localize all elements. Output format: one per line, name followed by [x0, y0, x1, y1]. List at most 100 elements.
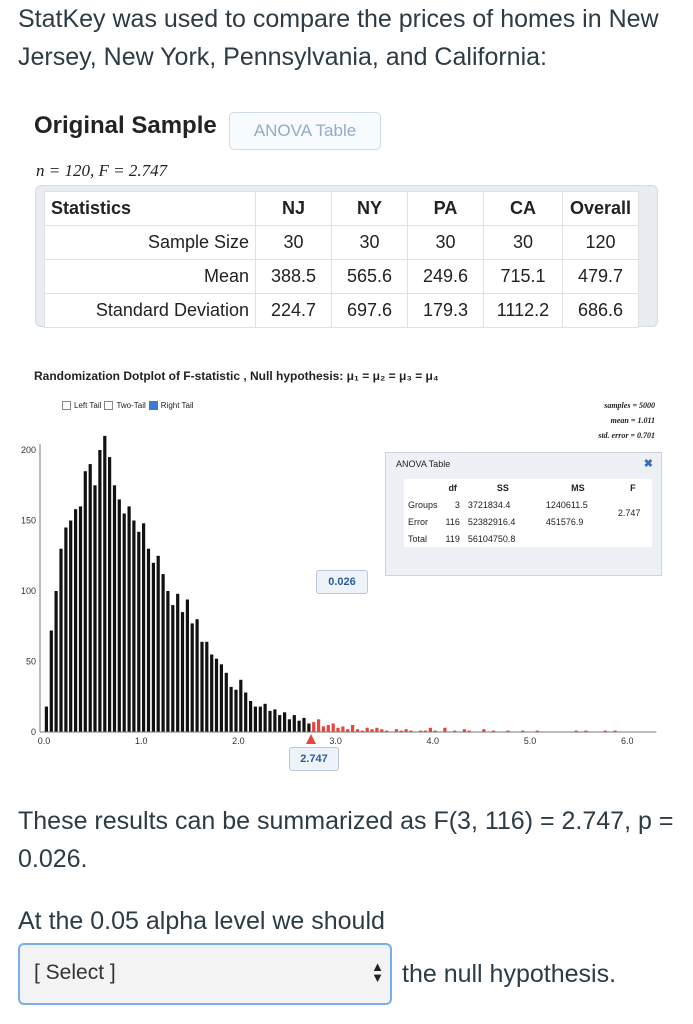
anova-row-error: Error 116 52382916.4 451576.9	[404, 513, 652, 530]
answer-select[interactable]: [ Select ] ▲ ▼	[18, 943, 392, 1005]
dotplot-bar	[341, 726, 345, 732]
x-tick-label: 4.0	[427, 736, 440, 746]
cell: 697.6	[331, 293, 408, 328]
dotplot-bar	[88, 464, 92, 732]
dotplot-bar	[166, 591, 170, 732]
dotplot-bar	[423, 730, 428, 732]
dotplot-title: Randomization Dotplot of F-statistic , N…	[34, 369, 439, 383]
dotplot-bar	[253, 706, 257, 732]
dotplot-bar	[336, 727, 340, 732]
dotplot-bar	[355, 729, 360, 732]
anova-header: SS	[496, 482, 509, 493]
dotplot-bar	[142, 523, 146, 732]
dotplot-bar	[297, 720, 301, 732]
anova-header: MS	[571, 482, 585, 493]
y-tick-label: 200	[21, 445, 36, 455]
dotplot-bar	[224, 672, 228, 732]
dotplot-bar	[482, 729, 486, 732]
question-intro: StatKey was used to compare the prices o…	[18, 5, 659, 71]
dotplot-bar	[210, 654, 214, 732]
dotplot-bar	[171, 605, 175, 732]
dotplot-bar	[613, 730, 617, 732]
dotplot-bar	[385, 730, 389, 732]
dotplot-bar	[375, 727, 379, 732]
anova-cell	[614, 530, 652, 547]
tail-options: Left Tail Two-Tail Right Tail	[62, 401, 194, 410]
right-tail-label: Right Tail	[160, 401, 194, 410]
anova-table-tab[interactable]: ANOVA Table	[229, 112, 381, 150]
dotplot-bar	[491, 730, 496, 732]
alpha-prompt: At the 0.05 alpha level we should	[18, 907, 385, 935]
f-stat-box[interactable]: 2.747	[289, 747, 339, 771]
left-tail-checkbox[interactable]	[62, 401, 71, 410]
anova-cell: 119	[445, 533, 460, 544]
dotplot-bar	[394, 729, 398, 732]
x-tick-label: 6.0	[621, 736, 634, 746]
dotplot-bar	[535, 730, 539, 732]
anova-cell: Groups	[408, 499, 438, 510]
dotplot-bar	[326, 725, 330, 732]
dotplot-bar	[453, 730, 457, 732]
dotplot-bar	[185, 599, 189, 732]
anova-header: df	[448, 482, 457, 493]
dotplot-bar	[399, 730, 403, 732]
dotplot-bar	[302, 717, 306, 732]
dotplot-bar	[161, 574, 165, 732]
two-tail-checkbox[interactable]	[104, 401, 114, 410]
question-tail: the null hypothesis.	[402, 960, 617, 988]
dotplot-bar	[244, 692, 248, 732]
dotplot-bar	[574, 730, 578, 732]
anova-cell: 116	[445, 516, 460, 527]
dotplot-bar	[239, 679, 243, 732]
dotplot-bar	[205, 641, 209, 732]
dotplot-bar	[287, 719, 291, 732]
dotplot-bar	[195, 619, 199, 732]
dotplot-bar	[156, 555, 160, 733]
stats-header-ca: CA	[483, 191, 563, 226]
dotplot-bar	[292, 715, 296, 732]
dotplot-bar	[219, 664, 223, 732]
dotplot-bar	[273, 709, 277, 732]
dotplot-bar	[370, 729, 374, 732]
p-value-box[interactable]: 0.026	[316, 570, 368, 594]
dotplot-bar	[312, 722, 316, 732]
std-error-text: std. error = 0.701	[598, 431, 655, 440]
sample-summary-n-f: n = 120, F = 2.747	[36, 161, 168, 180]
dotplot-bar	[117, 499, 121, 732]
dotplot-bar	[360, 730, 364, 732]
dotplot-bar	[151, 562, 155, 732]
stats-row-sample-size: Sample Size 30 30 30 30 120	[44, 225, 639, 260]
dotplot-chart: 0.0 1.0 2.0 3.0 4.0 5.0 6.0 0 50 100 150 200	[21, 435, 657, 746]
anova-cell: 3721834.4	[467, 499, 511, 510]
anova-table-panel[interactable]: ANOVA Table ✖ df SS MS F Groups 3 372183…	[385, 452, 662, 576]
statistics-table: Statistics NJ NY PA CA Overall Sample Si…	[44, 191, 639, 328]
dotplot-bar	[103, 435, 107, 732]
select-arrows-icon: ▲ ▼	[371, 959, 384, 985]
row-label: Mean	[44, 259, 256, 294]
dotplot-bar	[404, 729, 408, 732]
stats-row-standard-deviation: Standard Deviation 224.7 697.6 179.3 111…	[44, 293, 639, 328]
statistics-panel: Statistics NJ NY PA CA Overall Sample Si…	[35, 185, 658, 328]
y-tick-label: 50	[26, 657, 36, 667]
results-summary: These results can be summarized as F(3, …	[18, 807, 674, 873]
x-tick-label: 0.0	[38, 736, 51, 746]
dotplot-bar	[433, 730, 437, 732]
anova-cell: Total	[408, 533, 428, 544]
close-icon[interactable]: ✖	[643, 458, 653, 470]
dotplot-bar	[249, 701, 253, 732]
dotplot-bar	[365, 727, 369, 732]
samples-text: samples = 5000	[604, 401, 655, 410]
dotplot-bar	[190, 623, 194, 732]
x-tick-label: 2.0	[232, 736, 245, 746]
dotplot-bar	[321, 726, 325, 732]
anova-panel-title: ANOVA Table	[396, 459, 451, 469]
cell: 715.1	[483, 259, 563, 294]
dotplot-bar	[506, 730, 510, 732]
anova-cell: 52382916.4	[467, 516, 516, 527]
mean-text: mean = 1.011	[610, 416, 655, 425]
y-tick-label: 0	[31, 727, 36, 737]
anova-cell: Error	[408, 516, 428, 527]
dotplot-bar	[467, 730, 471, 732]
right-tail-checkbox[interactable]	[148, 401, 158, 410]
dotplot-bar	[132, 520, 136, 732]
